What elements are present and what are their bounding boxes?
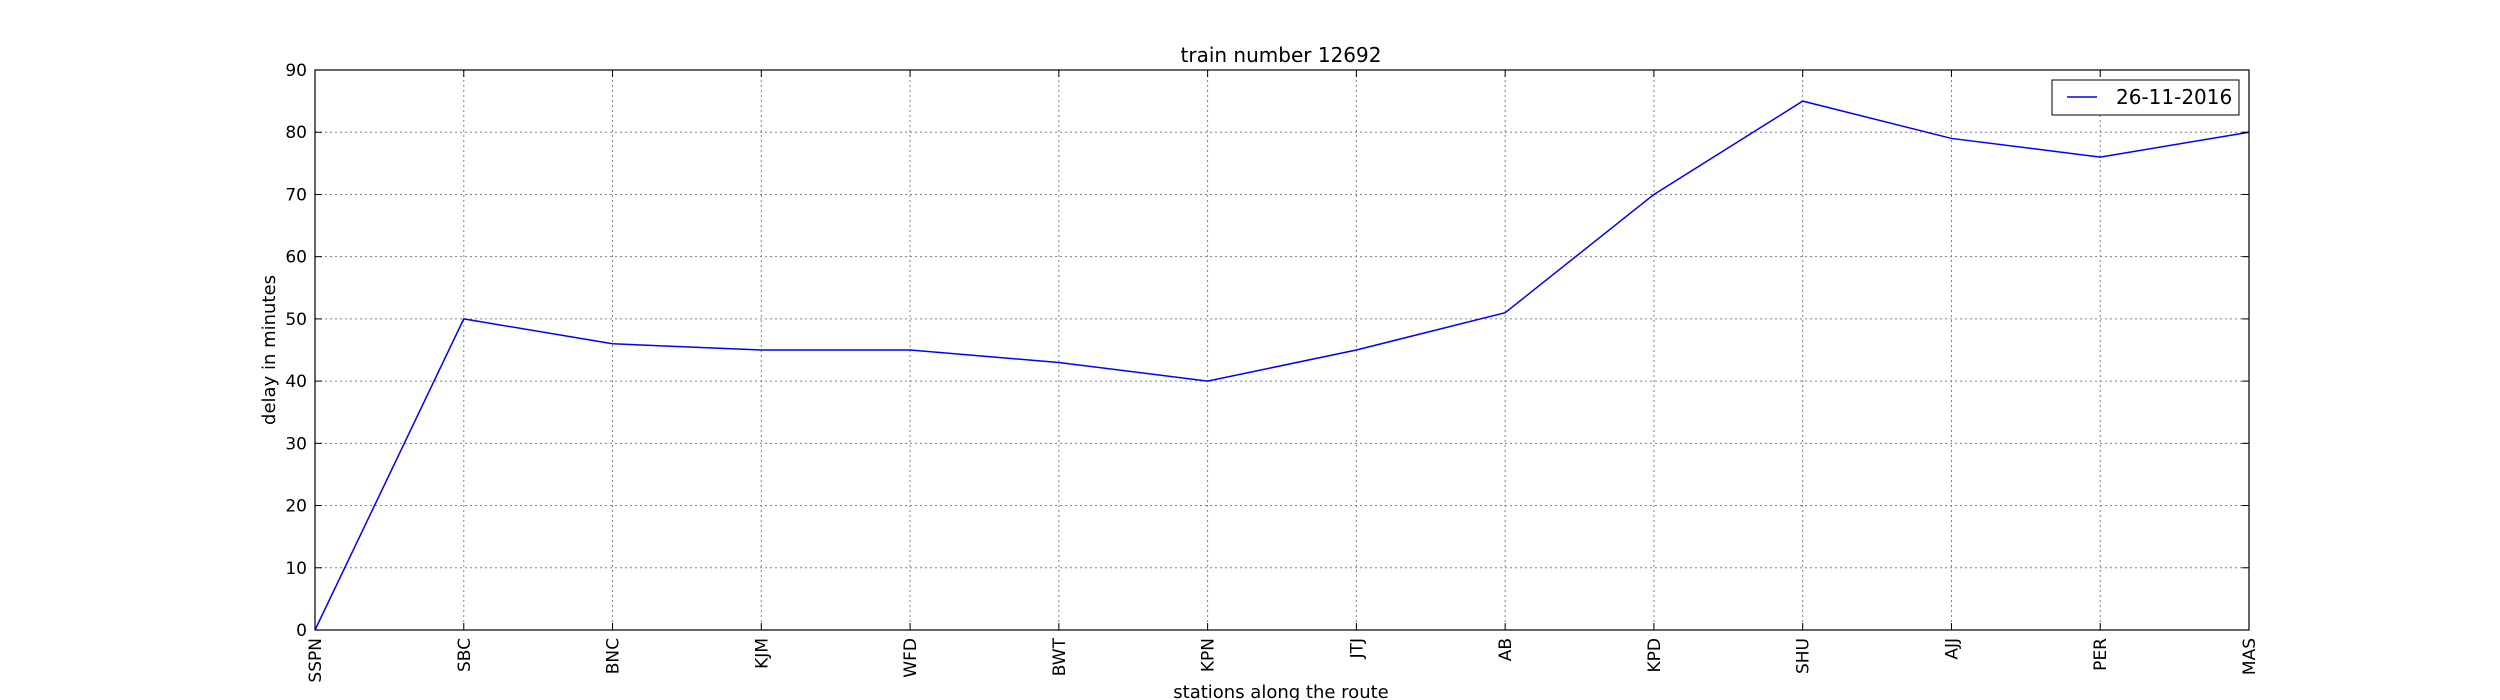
x-tick-label: MAS — [2240, 638, 2260, 675]
y-tick-label: 90 — [285, 61, 307, 81]
y-tick-label: 50 — [285, 310, 307, 330]
x-tick-label: AJJ — [1942, 638, 1962, 660]
x-tick-label: JTJ — [1347, 638, 1367, 659]
x-axis-ticks: SSPN SBC BNC KJM WFD BWT KPN JTJ AB KPD SHU AJJ PER M… — [306, 70, 2260, 683]
x-tick-label: KPN — [1199, 638, 1219, 672]
chart-title: train number 12692 — [1181, 43, 1382, 67]
y-tick-label: 20 — [285, 497, 307, 517]
x-tick-label: SSPN — [306, 638, 326, 683]
grid-lines — [315, 70, 2249, 630]
series-layer — [314, 100, 2250, 631]
legend: 26-11-2016 — [2051, 79, 2240, 116]
y-tick-label: 60 — [285, 248, 307, 268]
y-tick-label: 80 — [285, 123, 307, 143]
x-tick-label: PER — [2091, 638, 2111, 671]
y-axis-label: delay in minutes — [259, 275, 280, 425]
x-tick-label: KJM — [752, 638, 772, 669]
plot-area-frame — [314, 69, 2250, 631]
y-tick-label: 10 — [285, 559, 307, 579]
y-tick-label: 70 — [285, 185, 307, 205]
x-tick-label: BNC — [604, 638, 624, 674]
x-axis-label: stations along the route — [1173, 682, 1388, 700]
y-tick-label: 0 — [296, 621, 307, 641]
x-tick-label: WFD — [901, 638, 921, 678]
series-line — [314, 100, 2250, 631]
x-tick-label: KPD — [1645, 638, 1665, 673]
y-tick-label: 30 — [285, 434, 307, 454]
y-tick-label: 40 — [285, 372, 307, 392]
x-tick-label: SBC — [455, 638, 475, 672]
x-tick-label: BWT — [1050, 637, 1070, 676]
legend-entry-label: 26-11-2016 — [2116, 85, 2232, 109]
x-tick-label: AB — [1496, 638, 1516, 661]
y-axis-ticks: 0 10 20 30 40 50 60 70 80 90 — [285, 61, 2249, 641]
x-tick-label: SHU — [1794, 638, 1814, 674]
